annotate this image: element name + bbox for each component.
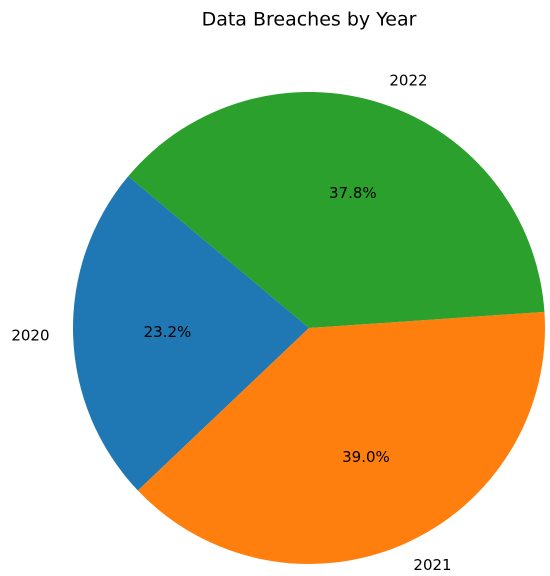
- value-label: 23.2%: [144, 323, 192, 341]
- value-label: 39.0%: [342, 448, 390, 466]
- pie-slice: [72, 176, 309, 491]
- slice-label: 2021: [413, 556, 451, 574]
- pie-slice: [128, 92, 545, 329]
- value-label: 37.8%: [329, 184, 377, 202]
- chart-title: Data Breaches by Year: [202, 9, 417, 31]
- pie-slice: [137, 311, 546, 564]
- slice-label: 2020: [11, 326, 49, 344]
- slice-label: 2022: [389, 72, 427, 90]
